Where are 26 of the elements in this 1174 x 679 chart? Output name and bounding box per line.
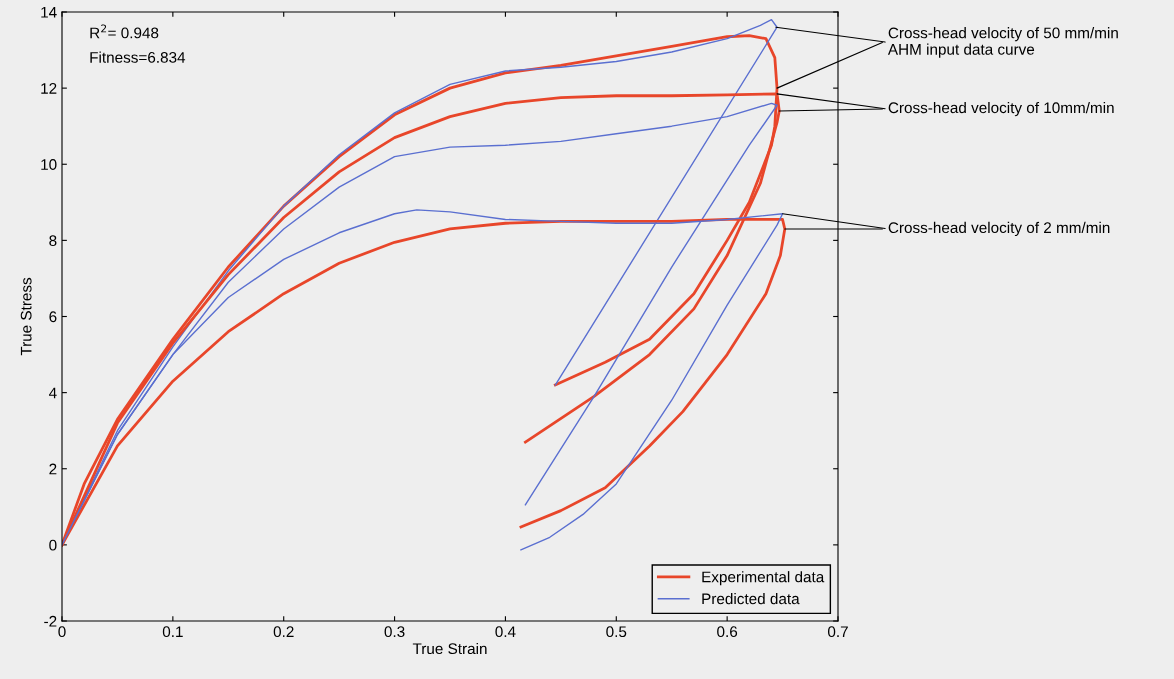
y-tick-label: -2 [44,615,57,627]
x-tick-label: 0.1 [162,626,183,638]
x-tick-label: 0.5 [606,626,627,638]
y-tick-label: 6 [49,311,57,323]
legend-label: Experimental data [702,571,825,586]
x-tick-label: 0.4 [495,626,516,638]
annotation: Cross-head velocity of 10mm/min [888,101,1114,117]
annotation: Cross-head velocity of 50 mm/min AHM input data curve [887,27,1118,58]
y-tick-label: 8 [49,235,57,247]
y-tick-label: 0 [49,539,57,551]
x-tick-label: 0.2 [273,626,294,638]
y-axis-title: True Stress [20,277,32,356]
annotation: Cross-head velocity of 2 mm/min [888,221,1110,237]
y-tick-label: 14 [41,7,57,18]
annotation: Fitness=6.834 [90,51,186,63]
annotation: R$^{2}$= 0.948 [90,24,159,39]
x-axis-title: True Strain [412,642,487,655]
y-tick-label: 2 [49,463,57,475]
x-tick-label: 0 [58,626,66,638]
y-tick-label: 10 [41,159,57,170]
y-tick-label: 4 [48,387,57,399]
x-tick-label: 0.6 [717,626,738,638]
x-tick-label: 0.7 [827,626,848,638]
legend-label: Predicted data [702,593,800,605]
y-tick-label: 12 [41,82,57,94]
x-tick-label: 0.3 [384,626,405,638]
